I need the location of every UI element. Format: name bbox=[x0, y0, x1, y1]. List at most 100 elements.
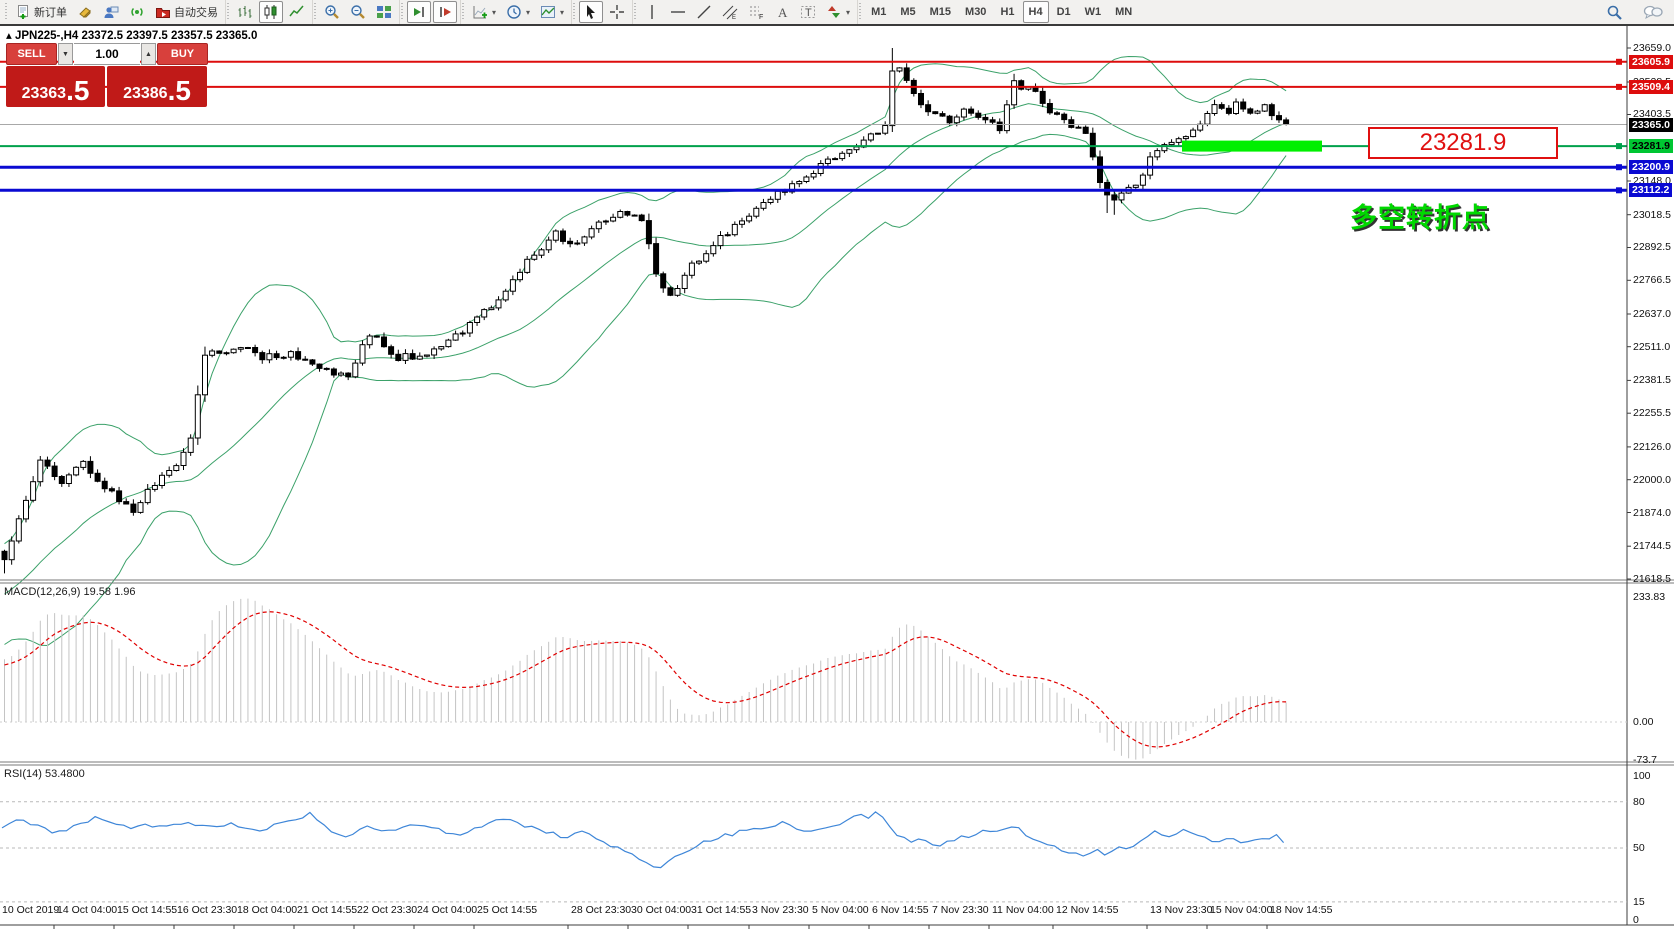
community-button[interactable] bbox=[1639, 1, 1667, 23]
autotrade-icon bbox=[155, 4, 171, 20]
tf-m5-button[interactable]: M5 bbox=[894, 1, 921, 23]
arrows-button[interactable]: ▾ bbox=[822, 1, 854, 23]
history-center-button[interactable] bbox=[73, 1, 97, 23]
toolbar-group-draw: E F A T ▾ bbox=[632, 0, 856, 24]
profile-icon bbox=[103, 4, 119, 20]
auto-scroll-button[interactable] bbox=[407, 1, 431, 23]
text-label-button[interactable]: T bbox=[796, 1, 820, 23]
search-button[interactable] bbox=[1602, 1, 1627, 23]
tf-m30-button[interactable]: M30 bbox=[959, 1, 992, 23]
crosshair-icon bbox=[609, 4, 625, 20]
templates-dropdown-arrow[interactable]: ▾ bbox=[560, 7, 565, 17]
date-axis-label: 14 Oct 04:00 bbox=[57, 904, 118, 916]
candlestick-chart-button[interactable] bbox=[259, 1, 283, 23]
toolbar-group-orders: 新订单 自动交易 bbox=[4, 0, 223, 24]
text-button[interactable]: A bbox=[770, 1, 794, 23]
tf-w1-label: W1 bbox=[1084, 6, 1102, 18]
panel-collapse-arrow[interactable]: ▴ bbox=[6, 30, 12, 42]
tf-d1-button[interactable]: D1 bbox=[1051, 1, 1077, 23]
toolbar: 新订单 自动交易 ▾ ▾ ▾ E F A T ▾ M1 M5 M15 M30 H1 H4 D1 W1 MN bbox=[0, 0, 1674, 26]
main-chart-canvas[interactable] bbox=[0, 26, 1674, 949]
arrows-dropdown-arrow[interactable]: ▾ bbox=[846, 7, 851, 17]
rsi-axis-label: 100 bbox=[1633, 770, 1651, 782]
date-axis-label: 6 Nov 14:55 bbox=[872, 904, 929, 916]
macd-signal-line bbox=[4, 611, 1287, 748]
channel-icon: E bbox=[722, 4, 738, 20]
svg-text:E: E bbox=[732, 15, 736, 20]
candles-icon bbox=[263, 4, 279, 20]
turning-point-label[interactable]: 多空转折点 bbox=[1350, 203, 1490, 233]
tf-m30-label: M30 bbox=[965, 6, 987, 18]
level-line-anchor bbox=[1616, 187, 1622, 194]
equidistant-channel-button[interactable]: E bbox=[718, 1, 742, 23]
volume-increase-button[interactable]: ▲ bbox=[141, 43, 156, 65]
toolbar-group-chart-type bbox=[225, 0, 310, 24]
price-axis-tick: 21744.5 bbox=[1633, 540, 1671, 552]
periods-dropdown-arrow[interactable]: ▾ bbox=[526, 7, 531, 17]
date-axis-label: 16 Oct 23:30 bbox=[177, 904, 238, 916]
volume-input[interactable] bbox=[74, 43, 140, 65]
toolbar-group-timeframes: M1 M5 M15 M30 H1 H4 D1 W1 MN bbox=[857, 0, 1140, 24]
macd-axis-label: 233.83 bbox=[1633, 591, 1666, 603]
price-annotation-box[interactable]: 23281.9 bbox=[1368, 127, 1558, 159]
toolbar-group-scroll bbox=[399, 0, 458, 24]
tf-m15-label: M15 bbox=[929, 6, 952, 18]
new-order-button[interactable]: 新订单 bbox=[11, 1, 71, 23]
price-axis-tick: 23659.0 bbox=[1633, 42, 1671, 54]
buy-price-int: 23386 bbox=[123, 85, 168, 102]
zoom-in-button[interactable] bbox=[320, 1, 344, 23]
tile-icon bbox=[376, 4, 392, 20]
periods-button[interactable]: ▾ bbox=[502, 1, 534, 23]
horizontal-line-button[interactable] bbox=[666, 1, 690, 23]
indicators-dropdown-arrow[interactable]: ▾ bbox=[492, 7, 497, 17]
tf-w1-button[interactable]: W1 bbox=[1079, 1, 1108, 23]
trendline-button[interactable] bbox=[692, 1, 716, 23]
zoom-out-button[interactable] bbox=[346, 1, 370, 23]
bar-chart-button[interactable] bbox=[233, 1, 257, 23]
indicators-button[interactable]: ▾ bbox=[468, 1, 500, 23]
toolbar-group-insert: ▾ ▾ ▾ bbox=[460, 0, 570, 24]
chart-shift-button[interactable] bbox=[433, 1, 457, 23]
buy-button[interactable]: BUY bbox=[157, 43, 208, 65]
macd-axis-label: -73.7 bbox=[1633, 754, 1657, 766]
tf-m1-button[interactable]: M1 bbox=[865, 1, 892, 23]
fibonacci-button[interactable]: F bbox=[744, 1, 768, 23]
chart-window: ▴ JPN225-,H4 23372.5 23397.5 23357.5 233… bbox=[0, 26, 1674, 949]
line-chart-button[interactable] bbox=[285, 1, 309, 23]
tf-h1-button[interactable]: H1 bbox=[994, 1, 1020, 23]
highlight-trend-segment[interactable] bbox=[1182, 140, 1322, 152]
bars-icon bbox=[237, 4, 253, 20]
tf-m15-button[interactable]: M15 bbox=[924, 1, 957, 23]
search-icon bbox=[1606, 4, 1623, 21]
rsi-axis-label: 0 bbox=[1633, 914, 1639, 926]
tile-windows-button[interactable] bbox=[372, 1, 396, 23]
tf-mn-button[interactable]: MN bbox=[1109, 1, 1138, 23]
price-axis-tick: 22637.0 bbox=[1633, 308, 1671, 320]
cursor-icon bbox=[583, 4, 599, 20]
ohlc-values: 23372.5 23397.5 23357.5 23365.0 bbox=[81, 30, 258, 42]
hline-icon bbox=[670, 4, 686, 20]
auto-trading-button[interactable]: 自动交易 bbox=[151, 1, 222, 23]
templates-button[interactable]: ▾ bbox=[536, 1, 568, 23]
crosshair-button[interactable] bbox=[605, 1, 629, 23]
buy-price[interactable]: 23386.5 bbox=[107, 66, 207, 107]
fibo-icon: F bbox=[748, 4, 764, 20]
signals-button[interactable] bbox=[125, 1, 149, 23]
sell-price[interactable]: 23363.5 bbox=[6, 66, 105, 107]
history-icon bbox=[77, 4, 93, 20]
price-axis-tick: 23403.5 bbox=[1633, 108, 1671, 120]
date-axis-label: 25 Oct 14:55 bbox=[477, 904, 538, 916]
macd-axis-label: 0.00 bbox=[1633, 716, 1654, 728]
volume-decrease-button[interactable]: ▼ bbox=[58, 43, 73, 65]
svg-text:F: F bbox=[759, 14, 763, 20]
profile-button[interactable] bbox=[99, 1, 123, 23]
sell-button[interactable]: SELL bbox=[6, 43, 57, 65]
cursor-button[interactable] bbox=[579, 1, 604, 23]
tf-h4-button[interactable]: H4 bbox=[1022, 1, 1049, 23]
svg-text:T: T bbox=[805, 7, 812, 19]
sell-price-dec: .5 bbox=[66, 75, 90, 106]
toolbar-group-zoom bbox=[312, 0, 397, 24]
tf-m5-label: M5 bbox=[900, 6, 916, 18]
date-axis-label: 15 Nov 04:00 bbox=[1210, 904, 1273, 916]
vertical-line-button[interactable] bbox=[640, 1, 664, 23]
